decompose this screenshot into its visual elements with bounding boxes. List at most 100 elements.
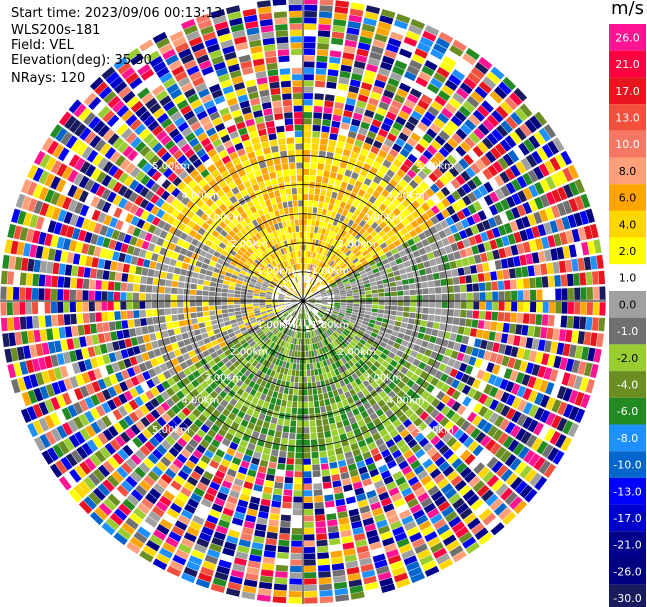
velocity-gate [485, 311, 492, 320]
velocity-gate [316, 349, 321, 356]
velocity-gate [513, 231, 522, 243]
velocity-gate [336, 328, 342, 335]
velocity-gate [314, 336, 319, 343]
velocity-gate [366, 186, 375, 195]
velocity-gate [322, 281, 329, 287]
velocity-gate [401, 487, 413, 498]
velocity-gate [395, 476, 407, 486]
velocity-gate [389, 260, 397, 267]
velocity-gate [420, 380, 430, 390]
velocity-gate [291, 369, 296, 376]
velocity-gate [45, 275, 52, 287]
velocity-gate [346, 324, 354, 329]
velocity-gate [325, 265, 331, 272]
velocity-gate [299, 307, 302, 313]
velocity-gate [128, 265, 137, 274]
velocity-gate [389, 429, 399, 438]
velocity-gate [304, 307, 306, 314]
velocity-gate [304, 565, 317, 572]
velocity-gate [323, 272, 328, 278]
velocity-gate [326, 151, 334, 159]
velocity-gate [459, 507, 473, 520]
velocity-gate [365, 5, 381, 15]
velocity-gate [433, 72, 447, 84]
velocity-gate [383, 314, 390, 319]
velocity-gate [415, 352, 424, 361]
velocity-gate [304, 307, 307, 313]
velocity-gate [315, 80, 326, 88]
velocity-gate [415, 407, 425, 417]
velocity-gate [312, 279, 317, 286]
velocity-gate [478, 532, 493, 546]
velocity-gate [294, 350, 298, 358]
velocity-gate [533, 326, 542, 338]
velocity-gate [331, 37, 344, 46]
velocity-gate [274, 404, 281, 412]
velocity-gate [345, 560, 359, 569]
velocity-gate [505, 407, 516, 420]
velocity-gate [471, 245, 480, 255]
velocity-gate [14, 256, 23, 271]
velocity-gate [429, 123, 442, 134]
velocity-gate [598, 317, 606, 332]
velocity-gate [327, 75, 338, 83]
velocity-gate [314, 305, 321, 309]
velocity-gate [342, 419, 350, 427]
velocity-gate [364, 581, 379, 591]
velocity-gate [231, 457, 242, 466]
velocity-gate [359, 88, 371, 97]
velocity-gate [334, 295, 341, 298]
velocity-gate [303, 288, 305, 295]
velocity-gate [242, 454, 252, 463]
velocity-gate [418, 232, 427, 241]
velocity-gate [343, 377, 350, 385]
velocity-gate [511, 383, 521, 395]
velocity-gate [324, 285, 331, 290]
velocity-gate [451, 190, 462, 201]
velocity-gate [256, 517, 268, 525]
velocity-gate [314, 252, 319, 259]
velocity-gate [240, 307, 247, 311]
velocity-gate [356, 243, 364, 251]
velocity-gate [316, 362, 321, 369]
velocity-gate [224, 501, 236, 511]
velocity-gate [479, 301, 486, 310]
velocity-gate [568, 344, 577, 358]
velocity-gate [441, 505, 455, 518]
velocity-gate [286, 458, 295, 465]
velocity-gate [303, 446, 311, 453]
velocity-gate [383, 386, 392, 395]
velocity-gate [274, 430, 282, 438]
velocity-gate [497, 280, 505, 290]
velocity-gate [314, 292, 320, 296]
velocity-gate [309, 188, 315, 195]
velocity-gate [410, 459, 421, 470]
velocity-gate [324, 94, 335, 102]
velocity-gate [346, 308, 353, 312]
velocity-gate [304, 269, 307, 276]
velocity-gate [420, 475, 432, 486]
velocity-gate [343, 484, 353, 492]
velocity-gate [337, 511, 348, 519]
velocity-gate [139, 309, 146, 318]
velocity-gate [343, 110, 353, 118]
velocity-gate [323, 339, 328, 346]
velocity-gate [433, 424, 443, 435]
velocity-gate [340, 122, 350, 131]
velocity-gate [338, 77, 350, 85]
velocity-gate [329, 197, 336, 205]
velocity-gate [556, 202, 567, 217]
velocity-gate [335, 498, 346, 507]
velocity-gate [145, 301, 152, 309]
velocity-gate [434, 151, 445, 163]
velocity-gate [305, 282, 307, 289]
velocity-gate [505, 209, 515, 221]
velocity-gate [516, 175, 528, 189]
velocity-gate [522, 201, 533, 215]
velocity-gate [398, 132, 409, 142]
velocity-gate [517, 301, 524, 312]
velocity-gate [331, 403, 338, 411]
velocity-gate [343, 45, 356, 54]
velocity-gate [380, 9, 396, 19]
velocity-gate [445, 409, 456, 420]
